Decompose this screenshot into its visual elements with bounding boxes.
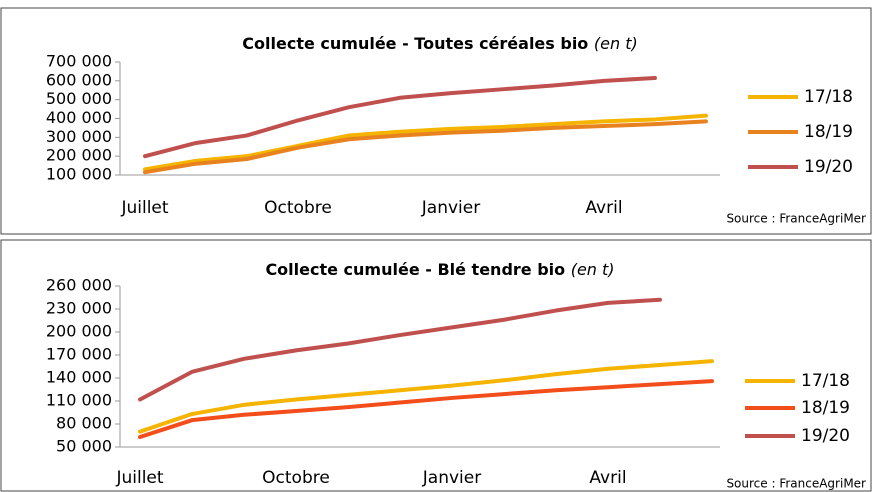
y-tick-label: 500 000 bbox=[46, 89, 112, 108]
y-tick-label: 170 000 bbox=[46, 345, 112, 364]
legend-label: 19/20 bbox=[801, 426, 850, 446]
x-tick-label: Juillet bbox=[115, 468, 163, 488]
x-tick-label: Avril bbox=[589, 468, 626, 488]
series-line bbox=[143, 113, 708, 172]
title-text: Collecte cumulée - Toutes céréales bio bbox=[242, 34, 588, 53]
y-tick-label: 50 000 bbox=[56, 437, 112, 456]
series-line bbox=[138, 359, 714, 434]
x-tick-label: Juillet bbox=[120, 198, 168, 218]
x-tick-label: Janvier bbox=[422, 468, 481, 488]
legend-label: 17/18 bbox=[801, 371, 850, 391]
series-line bbox=[138, 297, 662, 402]
y-tick-label: 600 000 bbox=[46, 70, 112, 89]
y-tick-label: 200 000 bbox=[46, 146, 112, 165]
series-line bbox=[143, 76, 657, 159]
y-tick-label: 400 000 bbox=[46, 108, 112, 127]
y-tick-label: 80 000 bbox=[56, 414, 112, 433]
title-unit: (en t) bbox=[594, 34, 638, 53]
panel-frame bbox=[0, 7, 872, 235]
legend-label: 18/19 bbox=[801, 398, 850, 418]
y-tick-label: 140 000 bbox=[46, 368, 112, 387]
source: Source : FranceAgriMer bbox=[726, 477, 866, 491]
y-tick-label: 100 000 bbox=[46, 165, 112, 184]
x-tick-label: Octobre bbox=[262, 468, 330, 488]
series-line bbox=[143, 119, 708, 175]
y-tick-label: 230 000 bbox=[46, 299, 112, 318]
legend-label: 17/18 bbox=[804, 87, 853, 107]
source: Source : FranceAgriMer bbox=[726, 212, 866, 226]
x-tick-label: Octobre bbox=[264, 198, 332, 218]
y-tick-label: 700 000 bbox=[46, 52, 112, 71]
y-tick-label: 300 000 bbox=[46, 127, 112, 146]
chart-title: Collecte cumulée - Toutes céréales bio (… bbox=[242, 34, 637, 53]
y-tick-label: 200 000 bbox=[46, 322, 112, 341]
x-tick-label: Avril bbox=[585, 198, 622, 218]
panel-frame bbox=[0, 239, 872, 492]
legend-label: 18/19 bbox=[804, 122, 853, 142]
title-text: Collecte cumulée - Blé tendre bio bbox=[265, 260, 565, 279]
legend-label: 19/20 bbox=[804, 157, 853, 177]
chart-title: Collecte cumulée - Blé tendre bio (en t) bbox=[265, 260, 614, 279]
y-tick-label: 110 000 bbox=[46, 391, 112, 410]
y-tick-label: 260 000 bbox=[46, 276, 112, 295]
title-unit: (en t) bbox=[571, 260, 615, 279]
x-tick-label: Janvier bbox=[421, 198, 480, 218]
series-line bbox=[138, 379, 714, 440]
